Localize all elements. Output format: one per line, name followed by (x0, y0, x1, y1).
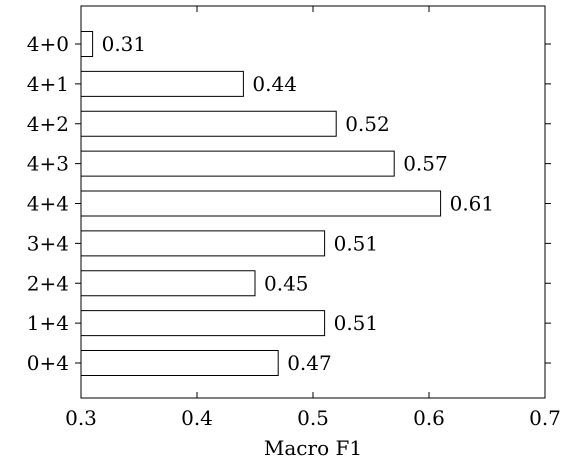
y-category-label: 1+4 (27, 311, 69, 335)
x-axis-ticks: 0.3 0.4 0.5 0.6 0.7 (65, 6, 561, 430)
bar-value-label: 0.44 (252, 72, 297, 96)
bar (80, 110, 337, 137)
x-tick-label: 0.6 (413, 406, 445, 430)
bars-group: 0.310.440.520.570.610.510.450.510.47 (80, 31, 495, 376)
y-category-label: 3+4 (27, 231, 69, 255)
bar-value-label: 0.31 (102, 32, 147, 56)
x-axis-title: Macro F1 (264, 436, 362, 460)
y-category-label: 4+1 (27, 72, 69, 96)
x-tick-label: 0.3 (65, 406, 97, 430)
x-tick-label: 0.5 (297, 406, 329, 430)
bar (80, 150, 395, 177)
y-category-label: 4+3 (27, 152, 69, 176)
bar (80, 70, 244, 97)
x-tick-label: 0.4 (181, 406, 213, 430)
bar-value-label: 0.47 (287, 351, 332, 375)
bar-value-label: 0.57 (403, 152, 448, 176)
y-category-label: 2+4 (27, 271, 69, 295)
y-axis-ticks: 4+0 4+1 4+2 4+3 4+4 3+4 2+4 1+4 0+4 (27, 32, 551, 375)
y-category-label: 4+2 (27, 112, 69, 136)
bar-value-label: 0.51 (334, 311, 379, 335)
bar (80, 190, 442, 217)
y-category-label: 4+0 (27, 32, 69, 56)
y-category-label: 0+4 (27, 351, 69, 375)
bar (80, 350, 279, 376)
x-tick-label: 0.7 (529, 406, 561, 430)
bar (80, 31, 94, 57)
bar (80, 310, 326, 337)
bar (80, 230, 326, 257)
bar (80, 270, 256, 297)
bar-value-label: 0.61 (450, 192, 495, 216)
bar-value-label: 0.51 (334, 231, 379, 255)
bar-value-label: 0.52 (345, 112, 390, 136)
y-category-label: 4+4 (27, 192, 69, 216)
bar-value-label: 0.45 (264, 271, 309, 295)
